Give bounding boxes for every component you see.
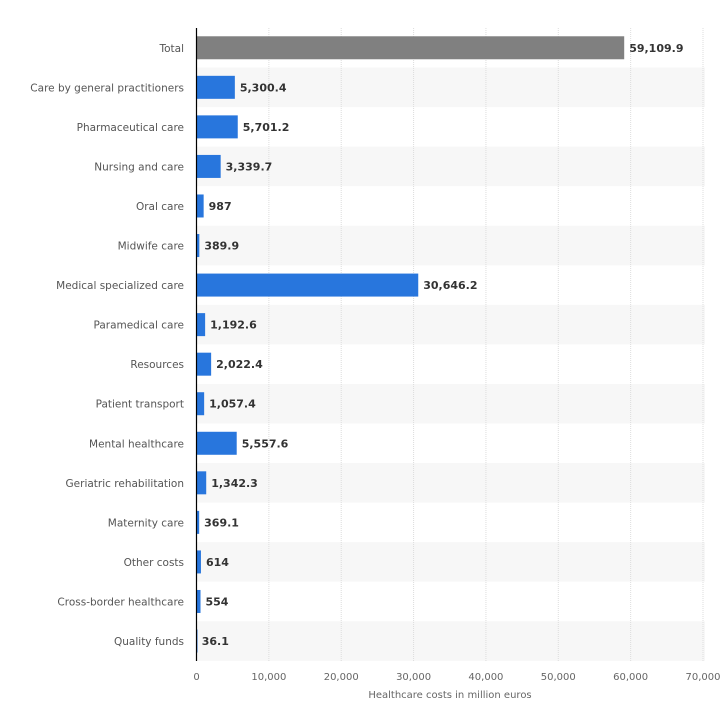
row-stripe bbox=[196, 542, 705, 582]
value-label: 36.1 bbox=[202, 635, 229, 648]
value-label: 30,646.2 bbox=[423, 279, 477, 292]
x-tick-label: 40,000 bbox=[468, 672, 503, 683]
x-tick-label: 60,000 bbox=[613, 672, 648, 683]
row-stripe bbox=[196, 67, 705, 108]
category-label: Medical specialized care bbox=[56, 280, 184, 292]
category-label: Total bbox=[158, 43, 184, 55]
category-label: Quality funds bbox=[114, 636, 184, 648]
row-stripe bbox=[196, 463, 705, 503]
value-label: 5,557.6 bbox=[242, 437, 289, 450]
category-label: Oral care bbox=[136, 201, 184, 213]
category-label: Maternity care bbox=[108, 517, 184, 529]
bar bbox=[196, 550, 201, 574]
category-label: Mental healthcare bbox=[89, 438, 184, 450]
category-label: Pharmaceutical care bbox=[77, 122, 184, 134]
bar bbox=[196, 273, 419, 297]
value-label: 2,022.4 bbox=[216, 358, 263, 371]
bar bbox=[196, 431, 237, 455]
bar bbox=[196, 313, 206, 337]
category-label: Nursing and care bbox=[94, 161, 184, 173]
category-label: Patient transport bbox=[96, 399, 184, 411]
category-label: Paramedical care bbox=[93, 320, 184, 332]
value-label: 59,109.9 bbox=[629, 42, 683, 55]
value-label: 389.9 bbox=[204, 240, 239, 253]
bar bbox=[196, 234, 200, 258]
x-tick-label: 0 bbox=[193, 672, 199, 683]
row-stripe bbox=[196, 146, 705, 187]
value-label: 1,192.6 bbox=[210, 319, 257, 332]
x-axis-label: Healthcare costs in million euros bbox=[368, 690, 531, 701]
row-stripe bbox=[196, 383, 705, 424]
category-label: Geriatric rehabilitation bbox=[66, 478, 184, 490]
bar bbox=[196, 589, 201, 613]
bar bbox=[196, 471, 207, 495]
value-label: 987 bbox=[209, 200, 232, 213]
value-label: 5,300.4 bbox=[240, 81, 287, 94]
value-label: 369.1 bbox=[204, 516, 239, 529]
value-label: 1,057.4 bbox=[209, 398, 256, 411]
x-tick-label: 70,000 bbox=[686, 672, 721, 683]
category-label: Other costs bbox=[124, 557, 184, 569]
value-label: 1,342.3 bbox=[211, 477, 258, 490]
row-stripe bbox=[196, 304, 705, 345]
row-stripe bbox=[196, 621, 705, 661]
value-label: 3,339.7 bbox=[226, 160, 273, 173]
bar bbox=[196, 115, 238, 139]
x-tick-label: 10,000 bbox=[251, 672, 286, 683]
bar bbox=[196, 194, 204, 218]
row-stripe bbox=[196, 225, 705, 266]
bar bbox=[196, 75, 235, 99]
bar bbox=[196, 510, 200, 534]
value-label: 614 bbox=[206, 556, 229, 569]
value-label: 554 bbox=[206, 595, 229, 608]
category-label: Resources bbox=[130, 359, 184, 371]
bar bbox=[196, 154, 221, 178]
bar bbox=[196, 352, 212, 376]
bar bbox=[196, 392, 205, 416]
x-tick-label: 50,000 bbox=[541, 672, 576, 683]
category-label: Cross-border healthcare bbox=[57, 596, 184, 608]
x-tick-label: 20,000 bbox=[324, 672, 359, 683]
x-tick-label: 30,000 bbox=[396, 672, 431, 683]
category-label: Care by general practitioners bbox=[30, 82, 184, 94]
bar bbox=[196, 36, 625, 60]
category-label: Midwife care bbox=[118, 241, 184, 253]
value-label: 5,701.2 bbox=[243, 121, 290, 134]
